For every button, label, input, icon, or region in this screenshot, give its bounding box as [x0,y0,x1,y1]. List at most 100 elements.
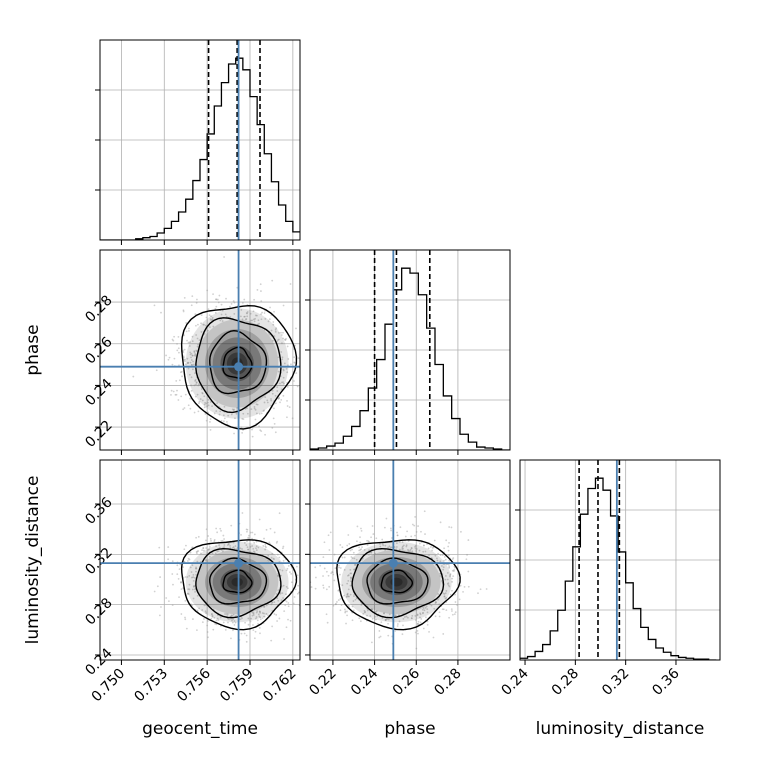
scatter-point [285,593,287,596]
scatter-point [414,534,416,537]
scatter-point [187,593,190,595]
contour-line [209,557,268,605]
scatter-point [264,396,267,399]
scatter-point [337,589,340,592]
scatter-point [213,616,216,619]
scatter-point [283,362,286,365]
scatter-point [381,538,384,541]
scatter-point [214,622,217,625]
scatter-point [165,354,167,357]
scatter-point [419,613,422,616]
scatter-point [190,304,193,307]
scatter-point [334,567,337,570]
scatter-point [366,544,369,547]
scatter-point [159,576,162,578]
scatter-point [414,545,416,548]
scatter-point [281,569,284,572]
scatter-point [331,571,334,573]
scatter-point [384,619,387,621]
scatter-point [359,620,362,623]
scatter-point [183,296,186,299]
scatter-point [153,590,156,593]
scatter-point [248,534,250,537]
scatter-point [281,592,284,595]
scatter-point [178,596,180,598]
scatter-point [432,636,435,639]
scatter-point [322,586,325,589]
scatter-point [441,565,443,567]
scatter-point [250,408,253,411]
scatter-point [274,394,277,397]
scatter-point [255,616,258,618]
scatter-point [190,363,193,366]
scatter-point [448,526,451,528]
scatter-point [447,545,450,548]
scatter-point [282,597,284,599]
x-tick-label: 0.24 [348,665,381,698]
scatter-point [177,399,180,401]
scatter-point [426,623,429,626]
scatter-point [203,395,206,398]
contour-line [209,330,268,395]
scatter-point [258,626,261,629]
scatter-point [280,334,283,336]
scatter-point [452,557,455,559]
scatter-point [183,334,185,337]
scatter-point [278,617,281,620]
scatter-point [477,592,479,595]
scatter-point [353,568,356,571]
scatter-point [349,576,352,579]
scatter-point [282,376,285,379]
scatter-point [196,594,199,597]
scatter-point [187,588,190,591]
scatter-point [269,527,272,530]
scatter-point [276,386,279,389]
scatter-point [296,592,299,595]
scatter-point [206,624,209,627]
scatter-point [197,384,200,387]
scatter-point [175,393,178,396]
scatter-point [254,630,257,633]
scatter-point [261,617,264,620]
scatter-point [348,595,350,598]
scatter-point [208,314,211,317]
scatter-point [407,548,409,551]
scatter-point [396,625,399,627]
scatter-point [448,585,451,588]
scatter-point [196,337,199,340]
scatter-point [241,548,243,550]
scatter-point [253,405,256,408]
scatter-point [444,575,447,577]
scatter-point [189,551,192,554]
scatter-point [260,412,263,415]
scatter-point [265,612,268,615]
density-panel-geocent_time-luminosity_distance: 0.750 0.753 0.756 0.759 0.7620.240.280.320.3… [82,459,301,705]
x-tick-label: 0.22 [306,666,339,699]
scatter-point [191,354,194,357]
scatter-point [263,612,265,615]
scatter-point [439,572,441,575]
contour-line [222,569,253,594]
scatter-point [252,612,255,615]
scatter-point [215,623,218,626]
scatter-point [282,331,284,334]
scatter-point [210,617,213,620]
scatter-point [232,546,235,548]
scatter-point [219,319,222,322]
scatter-point [280,351,283,353]
scatter-point [451,613,454,616]
scatter-point [193,584,196,587]
scatter-point [328,585,331,588]
scatter-point [200,314,203,317]
scatter-point [384,619,387,622]
scatter-point [446,578,449,581]
scatter-point [217,301,220,304]
scatter-point [396,531,398,534]
scatter-point [193,354,196,357]
scatter-point [388,613,391,616]
scatter-point [184,599,187,602]
scatter-point [379,635,382,638]
scatter-point [240,533,242,536]
scatter-point [252,318,255,321]
scatter-point [191,546,193,549]
